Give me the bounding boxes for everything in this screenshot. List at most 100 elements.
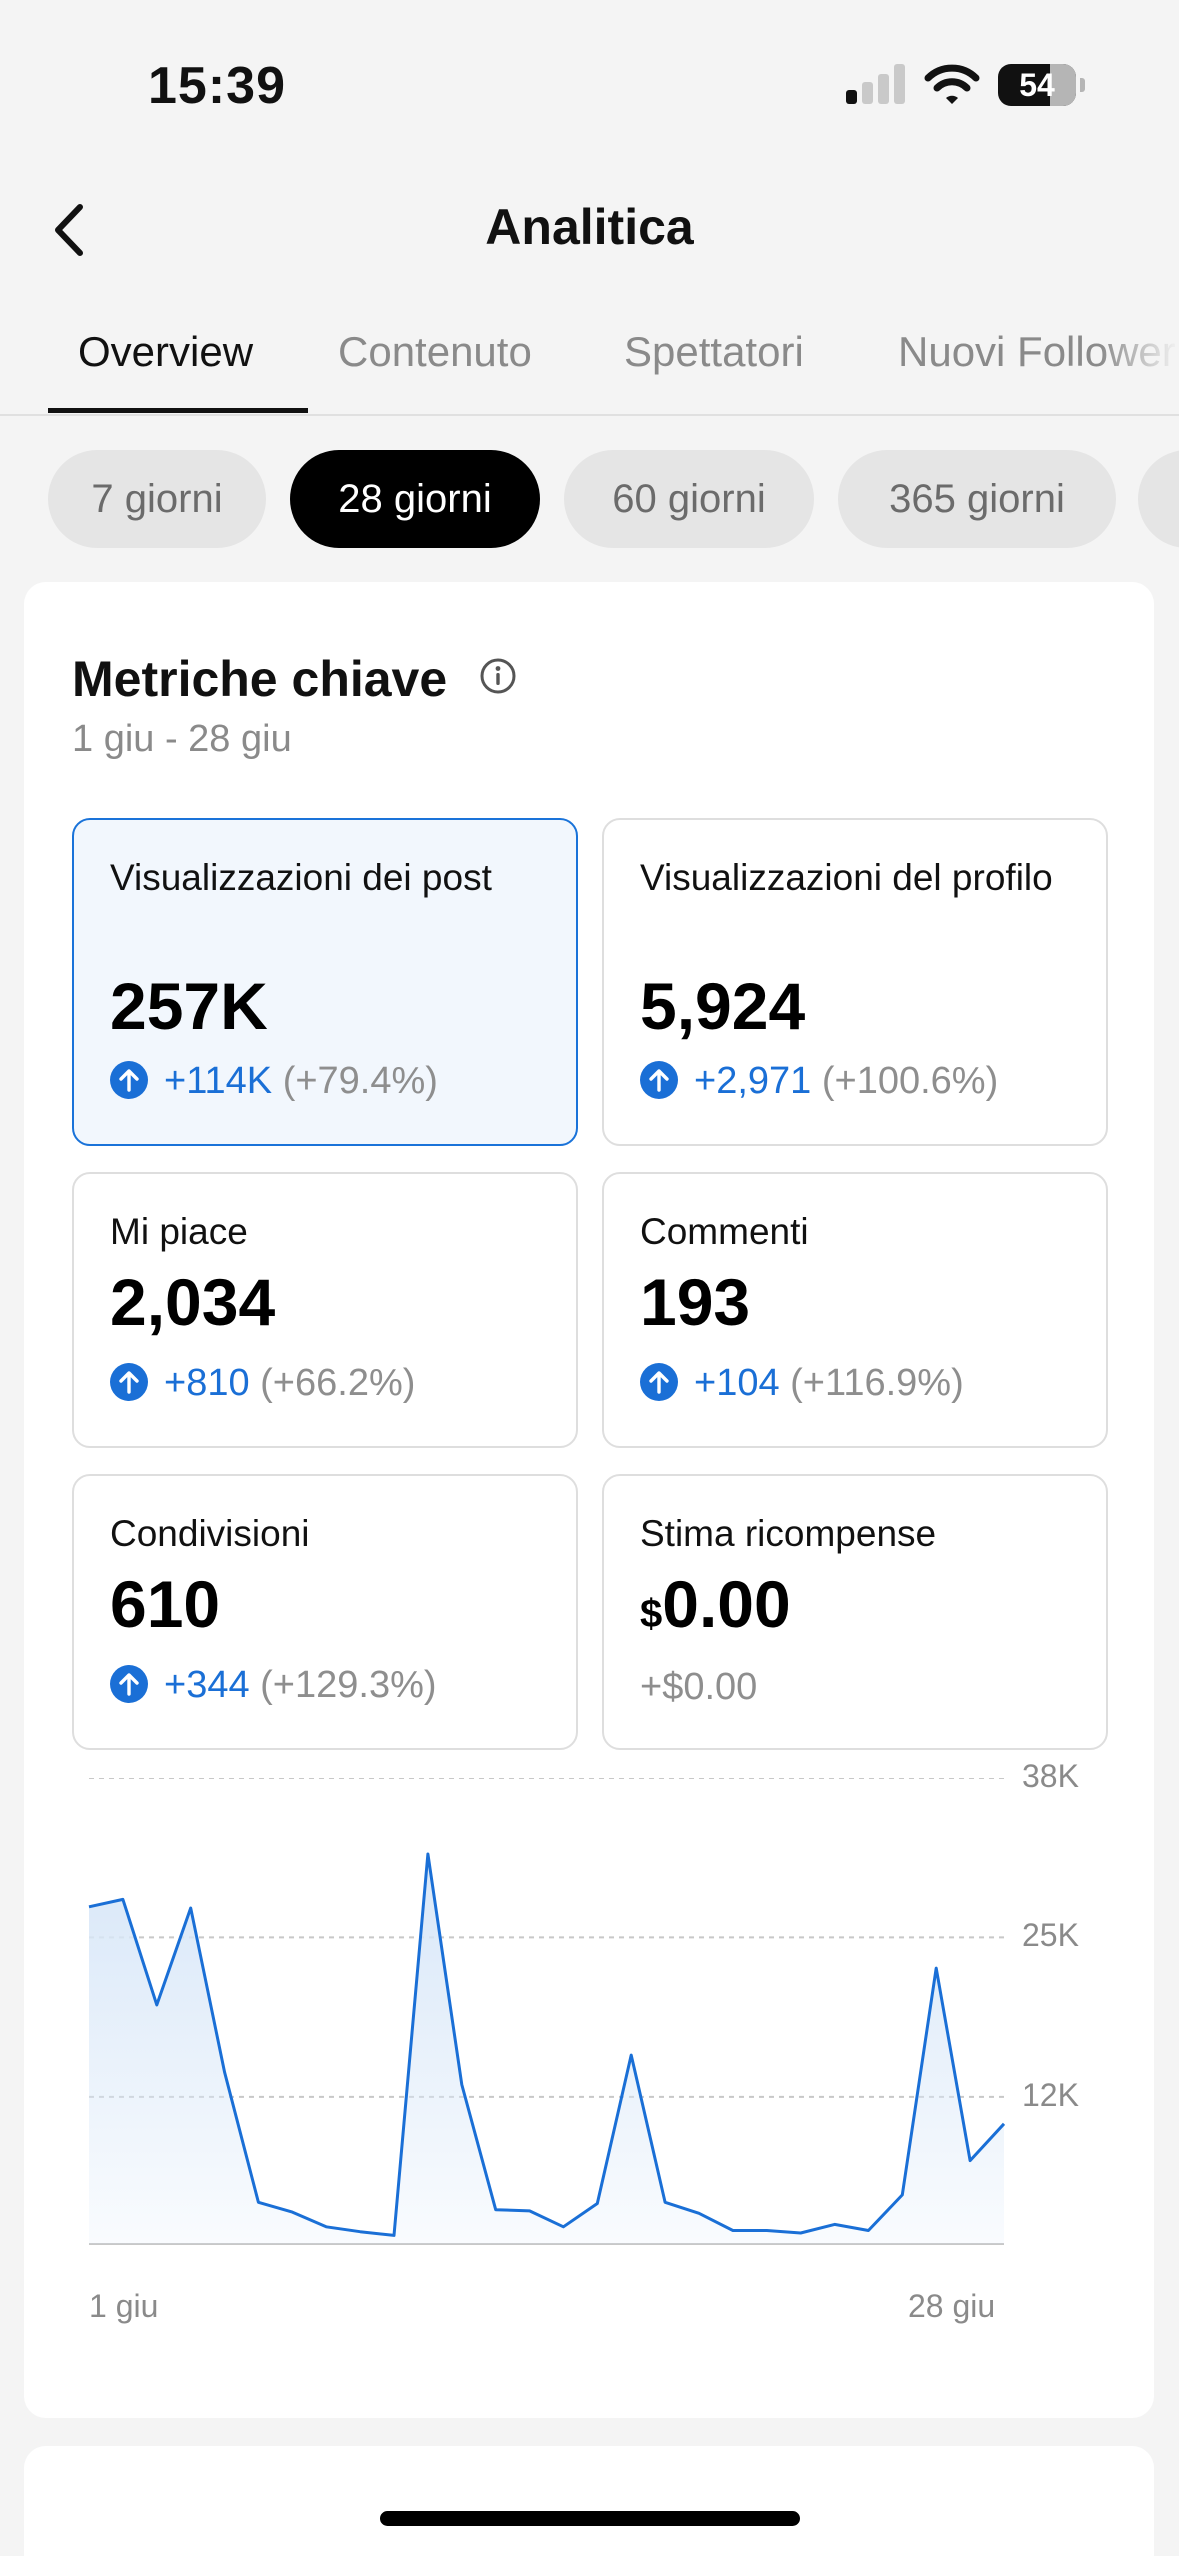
delta-percent: (+129.3%)	[260, 1664, 437, 1706]
metric-value: 257K	[110, 969, 268, 1043]
delta-percent: (+79.4%)	[282, 1060, 438, 1102]
metric-label: Visualizzazioni dei post	[110, 857, 492, 898]
period-selector: 7 giorni 28 giorni 60 giorni 365 giorni	[0, 450, 1179, 548]
next-section-card	[24, 2446, 1154, 2556]
data-point	[593, 2200, 601, 2208]
arrow-up-circle-icon	[640, 1363, 678, 1401]
battery-icon: 54	[998, 64, 1076, 106]
page-title: Analitica	[485, 199, 694, 255]
data-point	[695, 2209, 703, 2217]
home-indicator[interactable]	[380, 2511, 800, 2526]
active-tab-indicator	[48, 408, 308, 413]
chevron-left-icon[interactable]	[40, 195, 110, 265]
data-point	[864, 2227, 872, 2235]
period-365-days[interactable]: 365 giorni	[838, 450, 1116, 548]
y-tick-label: 38K	[1022, 1758, 1079, 1794]
data-point	[85, 1903, 93, 1911]
series-line	[88, 1852, 1006, 2237]
period-60-days[interactable]: 60 giorni	[564, 450, 814, 548]
tab-spettatori[interactable]: Spettatori	[624, 328, 804, 375]
metric-delta: +$0.00	[640, 1666, 757, 1709]
data-point	[492, 2206, 500, 2214]
key-metrics-card: Metriche chiave 1 giu - 28 giu Visualizz…	[24, 582, 1154, 2418]
delta-absolute: +114K	[164, 1060, 273, 1102]
metric-profile-views[interactable]: Visualizzazioni del profilo 5,924 +2,971…	[602, 818, 1108, 1146]
metric-label: Visualizzazioni del profilo	[640, 857, 1053, 898]
x-tick-label: 1 giu	[89, 2288, 159, 2324]
arrow-up-circle-icon	[110, 1665, 148, 1703]
delta-absolute: +810	[164, 1362, 250, 1404]
metric-label: Stima ricompense	[640, 1513, 937, 1554]
arrow-up-circle-icon	[110, 1363, 148, 1401]
data-point	[1000, 2120, 1008, 2128]
arrow-up-circle-icon	[110, 1061, 148, 1099]
metric-post-views[interactable]: Visualizzazioni dei post 257K +114K (+79…	[72, 818, 578, 1146]
info-icon[interactable]	[478, 656, 518, 696]
post-views-chart[interactable]: 12K 25K 38K 1 giu 28 giu	[24, 1758, 1154, 2338]
data-point	[187, 1904, 195, 1912]
status-bar: 15:39 54	[0, 0, 1179, 170]
data-point	[119, 1895, 127, 1903]
metric-delta: +810 (+66.2%)	[110, 1362, 415, 1405]
metric-estimated-rewards[interactable]: Stima ricompense $0.00 +$0.00	[602, 1474, 1108, 1750]
data-point	[661, 2198, 669, 2206]
metric-value: 5,924	[640, 969, 806, 1043]
period-more-chip[interactable]	[1138, 450, 1179, 548]
data-point	[559, 2223, 567, 2231]
data-point	[932, 1964, 940, 1972]
wifi-icon	[924, 64, 980, 104]
period-28-days[interactable]: 28 giorni	[290, 450, 540, 548]
metric-delta: +104 (+116.9%)	[640, 1362, 964, 1405]
metric-value: 193	[640, 1265, 751, 1339]
data-point	[526, 2207, 534, 2215]
data-point	[729, 2227, 737, 2235]
data-point	[424, 1850, 432, 1858]
data-point	[898, 2191, 906, 2199]
currency-symbol: $	[640, 1592, 663, 1636]
metric-delta: +2,971 (+100.6%)	[640, 1060, 998, 1103]
x-tick-label: 28 giu	[908, 2288, 996, 2324]
data-point	[322, 2223, 330, 2231]
tab-contenuto[interactable]: Contenuto	[338, 328, 532, 375]
data-point	[627, 2051, 635, 2059]
data-point	[288, 2208, 296, 2216]
status-time: 15:39	[148, 57, 286, 115]
y-tick-label: 25K	[1022, 1917, 1079, 1954]
metric-label: Commenti	[640, 1211, 809, 1252]
date-range: 1 giu - 28 giu	[72, 718, 292, 760]
data-point	[797, 2229, 805, 2237]
metric-label: Mi piace	[110, 1211, 248, 1252]
delta-absolute: +2,971	[694, 1060, 812, 1102]
data-point	[831, 2220, 839, 2228]
delta-percent: (+66.2%)	[260, 1362, 416, 1404]
metric-value: $0.00	[640, 1566, 791, 1642]
metric-value: 610	[110, 1567, 221, 1641]
data-point	[221, 2068, 229, 2076]
data-point	[356, 2228, 364, 2236]
metric-value: 2,034	[110, 1265, 276, 1339]
data-point	[458, 2081, 466, 2089]
arrow-up-circle-icon	[640, 1061, 678, 1099]
battery-level: 54	[1019, 67, 1055, 103]
series-area	[89, 1854, 1004, 2244]
delta-percent: (+116.9%)	[790, 1362, 964, 1404]
metric-likes[interactable]: Mi piace 2,034 +810 (+66.2%)	[72, 1172, 578, 1448]
card-title: Metriche chiave	[72, 651, 448, 707]
delta-absolute: +104	[694, 1362, 780, 1404]
delta-absolute: +344	[164, 1664, 250, 1706]
period-7-days[interactable]: 7 giorni	[48, 450, 266, 548]
reward-amount: 0.00	[662, 1567, 791, 1641]
metric-comments[interactable]: Commenti 193 +104 (+116.9%)	[602, 1172, 1108, 1448]
data-point	[966, 2157, 974, 2165]
metric-delta: +344 (+129.3%)	[110, 1664, 437, 1707]
y-tick-label: 12K	[1022, 2076, 1079, 2113]
tab-overview[interactable]: Overview	[78, 328, 254, 375]
data-point	[153, 2001, 161, 2009]
data-point	[390, 2231, 398, 2239]
tab-bar: Overview Contenuto Spettatori Nuovi Foll…	[0, 300, 1179, 416]
chart-plot	[85, 1777, 1008, 2245]
data-point	[254, 2198, 262, 2206]
data-point	[763, 2227, 771, 2235]
metric-shares[interactable]: Condivisioni 610 +344 (+129.3%)	[72, 1474, 578, 1750]
